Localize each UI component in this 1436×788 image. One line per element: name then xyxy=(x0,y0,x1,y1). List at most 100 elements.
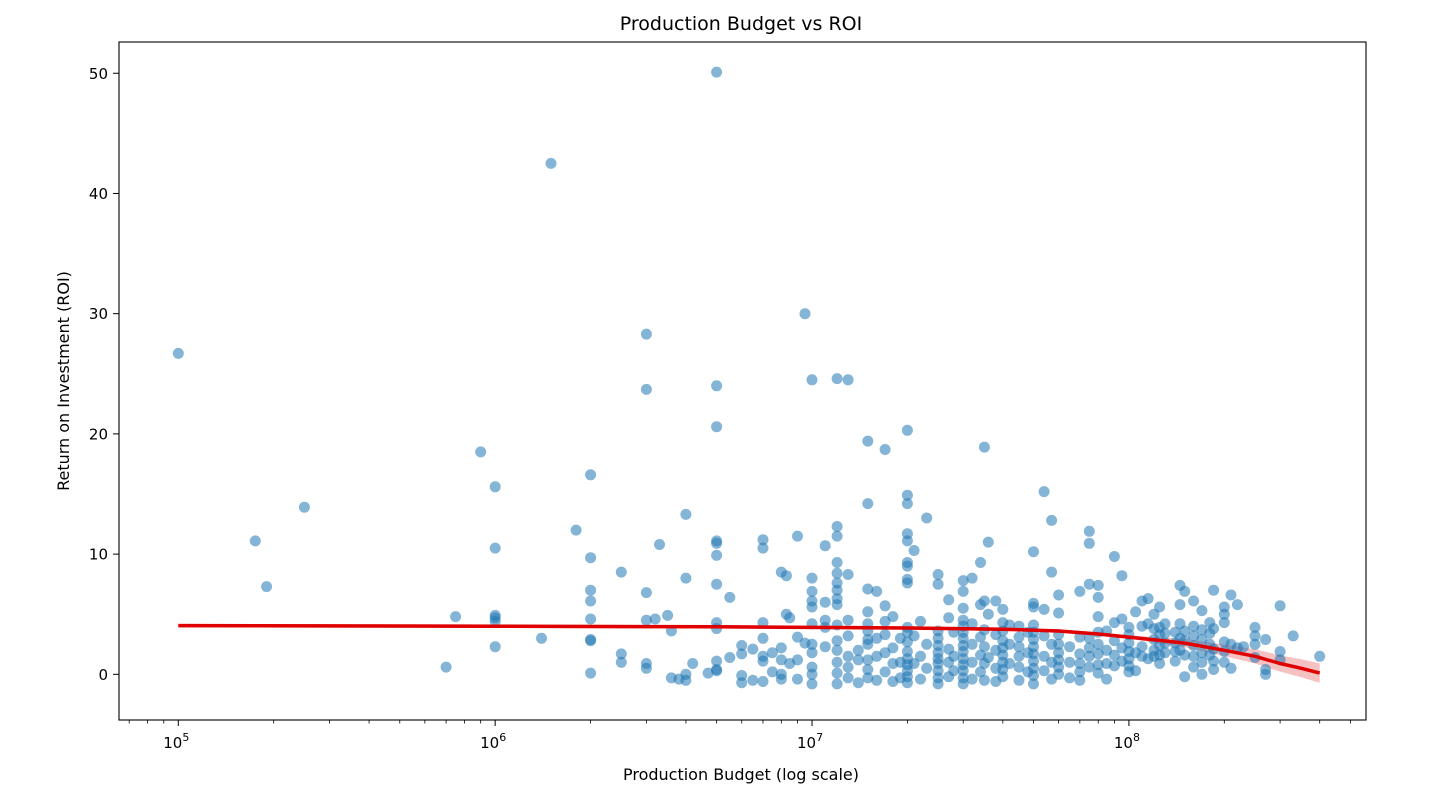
data-point xyxy=(901,424,913,436)
data-point xyxy=(1108,635,1120,647)
data-point xyxy=(1074,674,1086,686)
data-point xyxy=(1038,603,1050,615)
data-point xyxy=(736,648,748,660)
data-point xyxy=(1092,591,1104,603)
data-point xyxy=(1028,670,1039,681)
data-point xyxy=(806,668,818,680)
data-point xyxy=(711,421,723,433)
y-tick-label: 40 xyxy=(89,185,108,203)
data-point xyxy=(585,635,597,647)
data-point xyxy=(1208,623,1220,635)
data-point xyxy=(1231,599,1243,611)
data-point xyxy=(852,644,864,656)
data-point xyxy=(1174,599,1186,611)
data-point xyxy=(1053,607,1065,619)
data-point xyxy=(261,581,273,593)
data-point xyxy=(831,644,843,656)
data-point xyxy=(879,444,891,455)
data-point xyxy=(862,583,874,595)
data-point xyxy=(724,591,736,603)
data-point xyxy=(792,631,803,643)
y-axis-label: Return on Investment (ROI) xyxy=(54,271,73,491)
data-point xyxy=(842,630,854,642)
data-point xyxy=(1108,551,1120,562)
data-point xyxy=(831,557,843,568)
data-point xyxy=(1249,638,1261,650)
data-point xyxy=(921,512,933,524)
data-point xyxy=(702,667,714,679)
data-point xyxy=(640,662,652,674)
data-point xyxy=(982,652,994,663)
data-point xyxy=(489,481,501,493)
data-point xyxy=(1108,649,1120,661)
data-point xyxy=(640,587,652,599)
data-point xyxy=(975,557,986,568)
data-point xyxy=(747,674,759,686)
x-tick-label: 107 xyxy=(797,731,823,752)
data-point xyxy=(711,578,723,590)
data-point xyxy=(1142,593,1154,605)
data-point xyxy=(887,611,899,623)
data-point xyxy=(948,650,960,662)
data-point xyxy=(1092,638,1104,650)
x-tick-label: 108 xyxy=(1114,731,1140,752)
x-axis-label: Production Budget (log scale) xyxy=(623,765,859,784)
data-point xyxy=(724,652,736,663)
data-point xyxy=(982,536,994,548)
data-point xyxy=(831,635,843,647)
data-point xyxy=(1179,585,1191,597)
x-tick-label: 106 xyxy=(480,731,506,752)
data-point xyxy=(440,661,452,673)
data-point xyxy=(1179,649,1191,661)
data-point xyxy=(997,671,1009,683)
data-point xyxy=(680,674,692,686)
data-point xyxy=(901,498,913,510)
data-point xyxy=(819,540,831,552)
chart-title: Production Budget vs ROI xyxy=(620,13,862,35)
data-point xyxy=(831,530,843,542)
data-point xyxy=(585,469,597,481)
data-point xyxy=(1196,668,1208,680)
data-point xyxy=(1196,656,1208,668)
data-point xyxy=(921,662,933,674)
data-point xyxy=(842,569,854,580)
data-point xyxy=(871,674,883,686)
data-point xyxy=(901,489,913,501)
data-point xyxy=(1188,595,1200,607)
data-point xyxy=(757,632,769,644)
data-point xyxy=(711,665,723,677)
data-point xyxy=(852,654,864,666)
data-point xyxy=(799,308,811,320)
data-point xyxy=(1218,608,1230,620)
data-point xyxy=(1028,678,1039,690)
data-point xyxy=(792,673,803,685)
axes-layer: 0 10 20 30 40 50 105 106 107 108 xyxy=(89,41,1367,752)
data-point xyxy=(842,374,854,386)
data-point xyxy=(736,677,748,689)
trend-line xyxy=(178,623,1321,675)
data-point xyxy=(862,672,874,684)
data-point xyxy=(1154,601,1166,613)
data-point xyxy=(975,666,986,678)
data-point xyxy=(1064,672,1076,684)
data-point xyxy=(775,654,787,666)
data-point xyxy=(570,524,582,536)
data-point xyxy=(852,677,864,689)
data-point xyxy=(978,641,990,653)
trend-line-layer xyxy=(178,623,1321,675)
data-point xyxy=(879,600,891,612)
data-point xyxy=(831,656,843,668)
data-point xyxy=(1064,656,1076,668)
data-point xyxy=(1287,630,1299,642)
data-point xyxy=(1130,606,1142,618)
data-point xyxy=(1053,638,1065,650)
data-point xyxy=(640,383,652,395)
data-point xyxy=(901,560,913,572)
data-point xyxy=(1179,625,1191,637)
data-point xyxy=(1053,589,1065,601)
data-point xyxy=(1208,584,1220,596)
data-point xyxy=(901,577,913,589)
data-point xyxy=(862,498,874,510)
data-point xyxy=(1038,630,1050,642)
data-point xyxy=(908,630,920,642)
